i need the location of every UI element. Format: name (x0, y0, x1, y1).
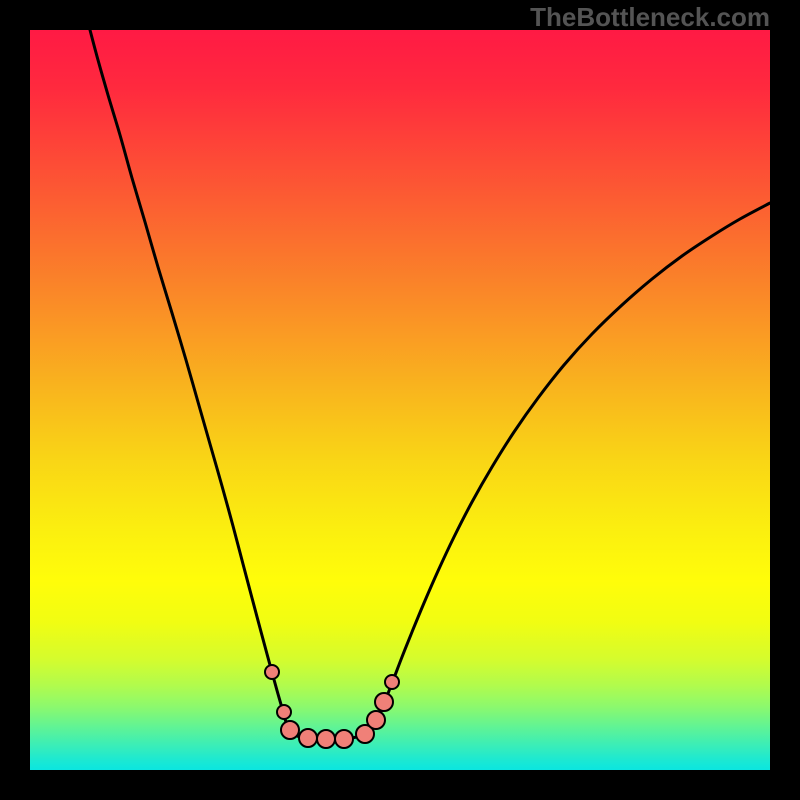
chart-frame: TheBottleneck.com (0, 0, 800, 800)
marker-point (367, 711, 385, 729)
marker-point (375, 693, 393, 711)
series-left-curve (90, 30, 330, 739)
series-right-curve (330, 203, 770, 739)
chart-svg (30, 30, 770, 770)
marker-point (281, 721, 299, 739)
marker-point (317, 730, 335, 748)
marker-point (299, 729, 317, 747)
watermark-text: TheBottleneck.com (530, 2, 770, 33)
marker-point (265, 665, 279, 679)
marker-point (335, 730, 353, 748)
marker-point (277, 705, 291, 719)
marker-point (385, 675, 399, 689)
plot-area (30, 30, 770, 770)
